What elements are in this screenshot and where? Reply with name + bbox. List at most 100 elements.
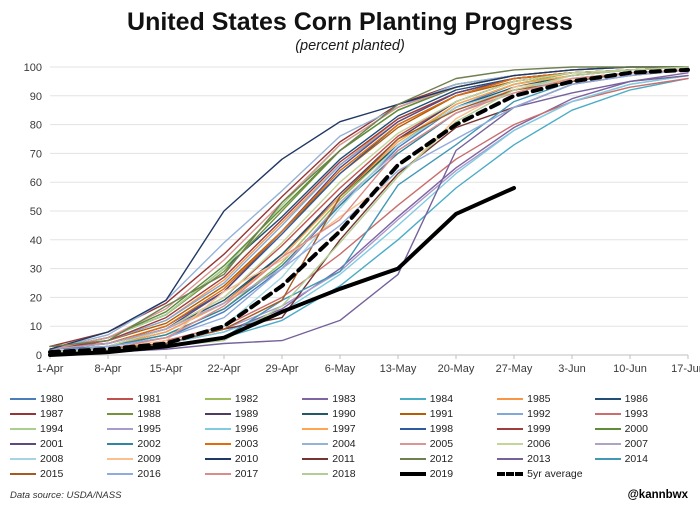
legend-label-1980: 1980	[40, 392, 64, 405]
x-tick-label-8-Apr: 8-Apr	[95, 363, 122, 375]
series-line-2005	[49, 65, 689, 350]
legend-item-1991: 1991	[399, 407, 497, 421]
legend-label-2019: 2019	[429, 467, 454, 480]
legend-label-1995: 1995	[137, 422, 161, 435]
legend-item-1999: 1999	[497, 422, 594, 436]
x-tick-label-29-Apr: 29-Apr	[265, 363, 298, 375]
legend-label-1982: 1982	[234, 392, 259, 405]
legend-swatch-1980	[10, 397, 36, 400]
legend-label-1997: 1997	[332, 422, 356, 435]
legend-item-1985: 1985	[497, 392, 594, 406]
legend-item-1987: 1987	[10, 407, 107, 421]
legend-item-1980: 1980	[10, 392, 107, 406]
legend-label-2014: 2014	[624, 452, 648, 465]
series-line-2013	[49, 74, 689, 356]
legend-swatch-1987	[10, 412, 36, 415]
legend-swatch-1984	[399, 397, 426, 400]
legend-swatch-1989	[204, 412, 231, 415]
legend-label-2011: 2011	[332, 452, 355, 465]
series-line-2018	[49, 65, 689, 353]
legend-swatch-1998	[399, 427, 426, 430]
legend-swatch-2003	[204, 442, 231, 445]
legend-label-1981: 1981	[137, 392, 161, 405]
legend-item-2005: 2005	[399, 437, 497, 451]
x-tick-label-27-May: 27-May	[496, 363, 533, 375]
legend-item-2003: 2003	[204, 437, 302, 451]
legend-item-1997: 1997	[302, 422, 399, 436]
legend-label-1984: 1984	[429, 392, 454, 405]
legend-item-2008: 2008	[10, 452, 107, 466]
legend-swatch-2000	[594, 427, 621, 430]
legend-swatch-2004	[302, 442, 329, 445]
series-line-1983	[49, 71, 689, 353]
series-line-5yr-average	[48, 67, 690, 354]
legend-swatch-5yr-average	[497, 471, 524, 476]
series-line-2017	[49, 68, 689, 353]
legend-swatch-2015	[10, 472, 36, 475]
legend-item-2012: 2012	[399, 452, 497, 466]
legend-item-2010: 2010	[204, 452, 302, 466]
legend-swatch-2005	[399, 442, 426, 445]
legend-item-1983: 1983	[302, 392, 399, 406]
series-line-1998	[49, 65, 689, 350]
y-tick-label-90: 90	[30, 90, 42, 102]
legend-swatch-2019	[399, 471, 426, 476]
series-line-2003	[49, 65, 689, 350]
legend-label-1996: 1996	[234, 422, 259, 435]
legend-label-1993: 1993	[624, 407, 648, 420]
legend-swatch-1995	[107, 427, 134, 430]
legend-label-2005: 2005	[429, 437, 454, 450]
chart-legend: 1980 1981 1982 1983 1984 1985 1986 1987 1988 1989…	[10, 392, 692, 481]
series-line-1999	[49, 65, 689, 350]
legend-item-1993: 1993	[594, 407, 692, 421]
x-tick-label-20-May: 20-May	[438, 363, 475, 375]
x-tick-label-6-May: 6-May	[325, 363, 356, 375]
x-tick-label-13-May: 13-May	[380, 363, 417, 375]
legend-item-2002: 2002	[107, 437, 204, 451]
legend-swatch-1985	[497, 397, 524, 400]
legend-label-2004: 2004	[332, 437, 356, 450]
legend-label-1989: 1989	[234, 407, 259, 420]
legend-item-2001: 2001	[10, 437, 107, 451]
legend-swatch-2011	[302, 457, 329, 460]
legend-label-1986: 1986	[624, 392, 648, 405]
legend-label-2018: 2018	[332, 467, 356, 480]
series-line-1991	[49, 65, 689, 350]
legend-item-2000: 2000	[594, 422, 692, 436]
legend-swatch-2007	[594, 442, 621, 445]
series-line-1985	[49, 65, 689, 350]
legend-item-1984: 1984	[399, 392, 497, 406]
legend-item-1986: 1986	[594, 392, 692, 406]
legend-label-2001: 2001	[40, 437, 64, 450]
y-tick-label-40: 40	[30, 234, 42, 246]
legend-item-1988: 1988	[107, 407, 204, 421]
legend-label-1983: 1983	[332, 392, 356, 405]
legend-swatch-2018	[302, 472, 329, 475]
legend-item-2006: 2006	[497, 437, 594, 451]
series-line-2012	[49, 65, 689, 347]
legend-item-2019: 2019	[399, 467, 497, 481]
legend-label-2006: 2006	[527, 437, 551, 450]
y-tick-label-50: 50	[30, 206, 42, 218]
legend-item-2013: 2013	[497, 452, 594, 466]
chart-area: 0 10 20 30 40 50 60 70 80 90 100 1-Apr 8-Apr 15-Apr 22…	[0, 55, 700, 389]
legend-swatch-2016	[107, 472, 134, 475]
legend-swatch-1997	[302, 427, 329, 430]
legend-swatch-2001	[10, 442, 36, 445]
series-line-2019	[48, 185, 516, 357]
legend-swatch-1983	[302, 397, 329, 400]
legend-label-2016: 2016	[137, 467, 161, 480]
author-handle: @kannbwx	[627, 489, 688, 501]
legend-label-1992: 1992	[527, 407, 551, 420]
legend-swatch-2013	[497, 457, 524, 460]
x-tick-label-22-Apr: 22-Apr	[207, 363, 240, 375]
legend-label-1988: 1988	[137, 407, 161, 420]
legend-swatch-2009	[107, 457, 134, 460]
y-tick-label-0: 0	[36, 350, 42, 362]
legend-label-2017: 2017	[234, 467, 259, 480]
legend-swatch-2006	[497, 442, 524, 445]
legend-swatch-1999	[497, 427, 524, 430]
series-line-2010	[49, 65, 689, 350]
legend-swatch-1986	[594, 397, 621, 400]
legend-item-1995: 1995	[107, 422, 204, 436]
